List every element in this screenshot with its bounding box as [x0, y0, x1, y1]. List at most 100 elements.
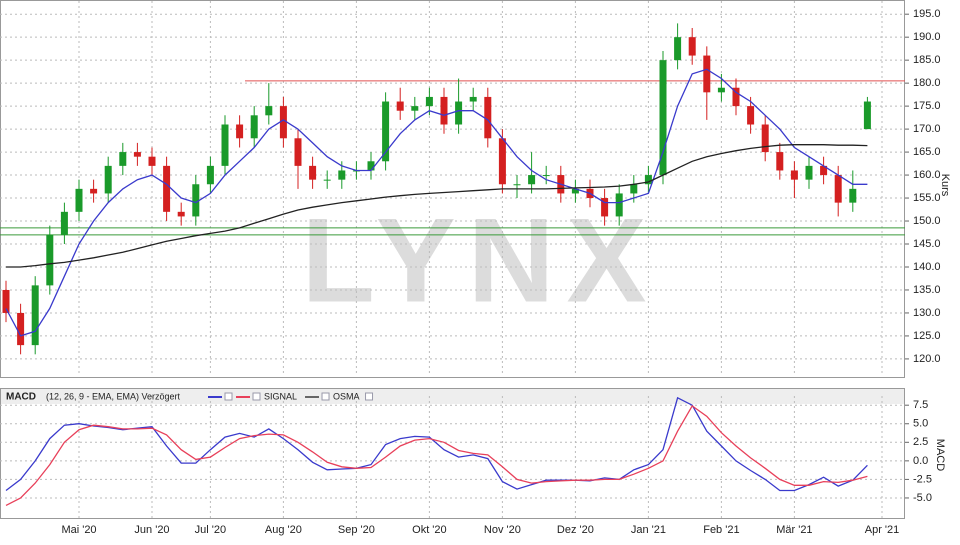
x-tick-label: Jan '21 — [631, 524, 666, 536]
candle-body — [849, 188, 857, 203]
y-tick-label: 190.0 — [913, 31, 941, 43]
candle-body — [644, 175, 652, 185]
candle-body — [192, 184, 200, 217]
x-tick-label: Okt '20 — [412, 524, 447, 536]
candle-body — [747, 106, 755, 125]
candle-body — [571, 188, 579, 194]
y-tick-label: 140.0 — [913, 261, 941, 273]
candle-body — [761, 124, 769, 153]
candle-body — [732, 87, 740, 107]
candle-body — [60, 211, 68, 235]
x-tick-label: Nov '20 — [484, 524, 521, 536]
moving-average-line — [6, 144, 868, 268]
watermark-group: LYNX — [301, 194, 658, 328]
candle-body — [133, 152, 141, 157]
x-tick-label: Jun '20 — [134, 524, 169, 536]
legend-checkbox — [365, 392, 374, 401]
candle-body — [630, 184, 638, 194]
x-tick-label: Feb '21 — [703, 524, 739, 536]
candle-body — [805, 165, 813, 180]
candle-body — [717, 87, 725, 93]
candle-body — [615, 193, 623, 217]
candle-body — [703, 55, 711, 93]
legend-label: OSMA — [333, 391, 360, 401]
candle-body — [104, 165, 112, 194]
candle-body — [776, 152, 784, 171]
y-tick-label: 130.0 — [913, 307, 941, 319]
x-tick-label: Aug '20 — [265, 524, 302, 536]
y-axis-label: Kurs — [939, 174, 951, 197]
legend-checkbox — [321, 392, 330, 401]
y-tick-label: 135.0 — [913, 284, 941, 296]
legend-label: SIGNAL — [264, 391, 297, 401]
watermark: LYNX — [301, 194, 658, 328]
candle-body — [863, 101, 871, 130]
candle-body — [206, 165, 214, 185]
candle-body — [688, 37, 696, 56]
moving-average-line — [5, 68, 868, 337]
candle-body — [236, 124, 244, 139]
y-tick-label: 120.0 — [913, 353, 941, 365]
candle-body — [309, 165, 317, 180]
price-panel — [0, 0, 905, 378]
y-tick-label: 195.0 — [913, 8, 941, 20]
candle-body — [279, 106, 287, 139]
candle-body — [601, 198, 609, 217]
y-tick-label: 180.0 — [913, 77, 941, 89]
candle-body — [790, 170, 798, 180]
candle-body — [834, 175, 842, 203]
candle-body — [498, 138, 506, 185]
candle-body — [2, 289, 10, 313]
candle-body — [367, 161, 375, 171]
candle-body — [323, 179, 331, 181]
y-tick-label: 145.0 — [913, 238, 941, 250]
candle-body — [90, 188, 98, 194]
candle-body — [148, 156, 156, 166]
y-tick-label: 0.0 — [913, 455, 928, 467]
y-tick-label: 175.0 — [913, 100, 941, 112]
candle-body — [396, 101, 404, 111]
y-tick-label: 150.0 — [913, 215, 941, 227]
candle-body — [338, 170, 346, 180]
macd-line — [5, 396, 868, 492]
candle-body — [455, 101, 463, 125]
candle-body — [440, 96, 448, 125]
candle-body — [425, 96, 433, 107]
y-tick-label: 7.5 — [913, 399, 928, 411]
candle-body — [163, 165, 171, 212]
candle-body — [820, 165, 828, 176]
candle-body — [469, 96, 477, 102]
candle-body — [177, 211, 185, 217]
candle-body — [382, 101, 390, 162]
candle-body — [528, 175, 536, 185]
panel-subtitle: (12, 26, 9 - EMA, EMA) Verzögert — [46, 391, 181, 401]
candle-body — [542, 175, 550, 177]
candle-body — [119, 152, 127, 166]
y-tick-label: 165.0 — [913, 146, 941, 158]
y-tick-label: 125.0 — [913, 330, 941, 342]
legend-checkbox — [224, 392, 233, 401]
candle-body — [484, 96, 492, 139]
candle-body — [513, 184, 521, 186]
y-tick-label: 5.0 — [913, 418, 928, 430]
candle-body — [294, 138, 302, 166]
candle-body — [659, 60, 667, 176]
candle-body — [75, 188, 83, 212]
y-tick-label: -5.0 — [913, 492, 932, 504]
candle-body — [31, 285, 39, 346]
y-tick-label: 185.0 — [913, 54, 941, 66]
candle-body — [46, 234, 54, 286]
macd-line — [5, 404, 868, 506]
candle-body — [674, 37, 682, 61]
x-tick-label: Mär '21 — [776, 524, 812, 536]
y-tick-label: -2.5 — [913, 473, 932, 485]
x-tick-label: Sep '20 — [338, 524, 375, 536]
candle-body — [17, 312, 25, 346]
y-tick-label: 155.0 — [913, 192, 941, 204]
y-axis-label: MACD — [934, 439, 946, 471]
x-tick-label: Jul '20 — [195, 524, 226, 536]
macd-panel — [0, 388, 905, 519]
candle-body — [265, 106, 273, 116]
x-tick-label: Dez '20 — [557, 524, 594, 536]
x-tick-label: Mai '20 — [61, 524, 96, 536]
